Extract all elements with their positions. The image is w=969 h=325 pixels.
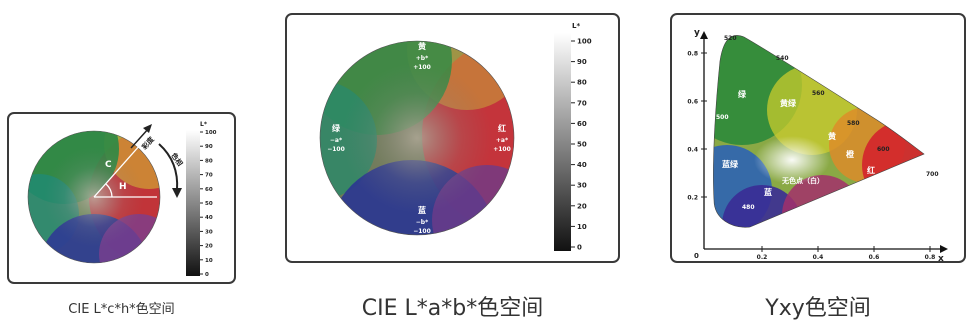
wl-480: 480 — [742, 204, 755, 211]
lightness-axis-label: L* — [572, 22, 580, 30]
lightness-tick-label: 0 — [577, 244, 582, 252]
region-yellow: 黄 — [828, 131, 836, 141]
lch-caption: CIE L*c*h*色空间 — [68, 302, 175, 317]
lightness-tick-label: 100 — [205, 130, 217, 136]
svg-text:+100: +100 — [493, 146, 511, 153]
x-tick-label: 0.4 — [813, 254, 824, 261]
hue-angle-label: H — [119, 182, 127, 192]
y-tick-label: 0.2 — [687, 195, 698, 202]
lightness-tick-label: 90 — [577, 58, 587, 66]
svg-text:蓝: 蓝 — [418, 205, 426, 215]
lightness-tick-label: 30 — [577, 182, 587, 190]
lightness-tick-label: 60 — [205, 187, 213, 193]
x-axis-label: x — [938, 254, 944, 261]
lightness-tick-label: 10 — [577, 223, 587, 231]
wl-500: 500 — [716, 114, 729, 121]
lightness-tick-label: 80 — [205, 158, 213, 164]
wl-400: 400 — [754, 226, 767, 233]
region-purple: 紫 — [806, 204, 814, 214]
wl-600: 600 — [877, 146, 890, 153]
lightness-bar — [554, 33, 571, 251]
svg-text:绿: 绿 — [332, 123, 341, 133]
lightness-tick-label: 80 — [577, 79, 587, 87]
label-bottom: 蓝 −b* −100 — [413, 205, 431, 235]
chroma-label: C — [105, 160, 112, 170]
lightness-bar — [186, 130, 200, 276]
y-axis-label: y — [694, 28, 700, 38]
white-point-label: 无色点（白） — [781, 176, 824, 185]
lightness-tick-label: 50 — [577, 141, 587, 149]
y-tick-label: 0.4 — [687, 147, 698, 154]
svg-text:+b*: +b* — [416, 55, 429, 62]
yxy-caption: Yxy色空间 — [765, 296, 871, 321]
lch-panel: C H 彩度 色相 L* 100 90 80 70 60 50 40 30 20 10 0 — [7, 112, 236, 284]
lightness-tick-label: 70 — [205, 173, 213, 179]
yxy-diagram: y x 0 0.8 0.6 0.4 0.2 0.2 0.4 0.6 0.8 520 540 … — [687, 28, 948, 261]
lab-caption: CIE L*a*b*色空间 — [361, 296, 544, 321]
region-blue-green: 蓝绿 — [722, 159, 739, 169]
region-red: 红 — [867, 165, 875, 175]
region-green: 绿 — [738, 89, 747, 99]
lightness-tick-label: 40 — [205, 215, 213, 221]
lightness-tick-label: 100 — [577, 38, 592, 46]
svg-text:黄: 黄 — [418, 41, 426, 51]
origin-label: 0 — [694, 252, 699, 260]
y-tick-label: 0.8 — [687, 51, 698, 58]
region-blue: 蓝 — [764, 187, 772, 197]
y-tick-label: 0.6 — [687, 99, 698, 106]
lightness-tick-label: 50 — [205, 201, 213, 207]
wl-700: 700 — [926, 171, 939, 178]
wl-540: 540 — [776, 55, 789, 62]
yxy-panel: y x 0 0.8 0.6 0.4 0.2 0.2 0.4 0.6 0.8 520 540 … — [670, 13, 966, 263]
lightness-tick-label: 40 — [577, 161, 587, 169]
lightness-tick-label: 0 — [205, 272, 209, 278]
x-ticks: 0.2 0.4 0.6 0.8 — [757, 246, 936, 261]
svg-text:−100: −100 — [327, 146, 345, 153]
svg-text:+100: +100 — [413, 64, 431, 71]
region-orange: 橙 — [846, 149, 855, 159]
wl-520: 520 — [724, 35, 737, 42]
lightness-tick-label: 10 — [205, 258, 213, 264]
hue-arrow: 色相 — [158, 143, 185, 198]
svg-text:红: 红 — [498, 123, 506, 133]
y-ticks: 0.8 0.6 0.4 0.2 — [687, 51, 707, 202]
region-labels: 绿 黄绿 黄 橙 红 蓝绿 蓝 紫 无色点（白） — [722, 89, 875, 214]
label-top: 黄 +b* +100 — [413, 41, 431, 71]
lightness-axis-label: L* — [200, 121, 208, 128]
y-axis-arrow — [700, 31, 708, 39]
chroma-lines — [93, 143, 157, 198]
region-yellow-green: 黄绿 — [780, 98, 797, 108]
wl-580: 580 — [847, 120, 860, 127]
label-left: 绿 −a* −100 — [327, 123, 345, 153]
x-tick-label: 0.8 — [925, 254, 936, 261]
lab-diagram: 黄 +b* +100 蓝 −b* −100 绿 −a* −100 红 +a* +… — [319, 22, 592, 252]
hue-label: 色相 — [169, 151, 184, 168]
label-right: 红 +a* +100 — [493, 123, 511, 153]
x-tick-label: 0.6 — [869, 254, 880, 261]
lightness-tick-label: 90 — [205, 144, 213, 150]
wavelength-labels: 520 540 560 580 600 700 500 480 400 — [716, 35, 939, 233]
svg-text:+a*: +a* — [496, 137, 509, 144]
lch-color-wheel — [28, 131, 160, 263]
wl-560: 560 — [812, 90, 825, 97]
x-tick-label: 0.2 — [757, 254, 768, 261]
svg-text:−100: −100 — [413, 228, 431, 235]
lightness-tick-label: 30 — [205, 229, 213, 235]
lightness-tick-label: 70 — [577, 99, 587, 107]
lightness-tick-label: 60 — [577, 120, 587, 128]
svg-text:−a*: −a* — [330, 137, 343, 144]
lightness-tick-label: 20 — [577, 202, 587, 210]
x-axis-arrow — [940, 245, 948, 253]
chromaticity-region — [713, 35, 925, 228]
lab-panel: 黄 +b* +100 蓝 −b* −100 绿 −a* −100 红 +a* +… — [285, 13, 620, 263]
lightness-tick-label: 20 — [205, 244, 213, 250]
svg-text:−b*: −b* — [416, 219, 429, 226]
